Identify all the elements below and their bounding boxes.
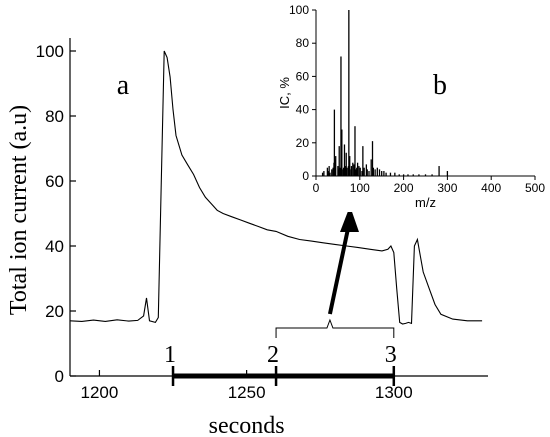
panel-label-a: a bbox=[117, 70, 130, 101]
inset-x-tick-label: 200 bbox=[394, 181, 414, 195]
inset-x-tick-label: 500 bbox=[525, 181, 545, 195]
inset-x-ticks: 0 100 200 300 400 500 bbox=[313, 176, 545, 195]
time-markers: 1 2 3 bbox=[164, 342, 397, 386]
inset-x-tick-label: 100 bbox=[350, 181, 370, 195]
arrow-to-spectrum bbox=[327, 206, 359, 315]
main-x-tick-label: 1200 bbox=[81, 383, 119, 402]
main-y-tick-label: 80 bbox=[45, 107, 64, 126]
main-y-tick-label: 20 bbox=[45, 302, 64, 321]
inset-y-tick-label: 100 bbox=[289, 3, 309, 17]
main-x-tick-label: 1250 bbox=[228, 383, 266, 402]
range-brace bbox=[275, 318, 395, 338]
inset-x-tick-label: 0 bbox=[313, 181, 320, 195]
time-marker-label: 3 bbox=[385, 342, 397, 368]
main-x-tick-label: 1300 bbox=[375, 383, 413, 402]
inset-y-ticks: 0 20 40 60 80 100 bbox=[289, 3, 316, 183]
range-brace-path bbox=[275, 318, 395, 338]
arrow-shaft bbox=[327, 223, 351, 315]
time-marker-label: 1 bbox=[164, 342, 176, 368]
inset-y-tick-label: 60 bbox=[296, 69, 310, 83]
main-y-tick-label: 40 bbox=[45, 237, 64, 256]
main-x-ticks: 1200 1250 1300 bbox=[81, 370, 413, 402]
panel-label-b: b bbox=[433, 70, 447, 101]
total-ion-current-line bbox=[69, 50, 483, 325]
main-y-tick-label: 60 bbox=[45, 172, 64, 191]
inset-y-tick-label: 40 bbox=[296, 103, 310, 117]
time-marker-label: 2 bbox=[267, 342, 279, 368]
inset-background bbox=[272, 0, 550, 212]
inset-y-tick-label: 80 bbox=[296, 36, 310, 50]
inset-x-tick-label: 400 bbox=[481, 181, 501, 195]
arrow-head bbox=[340, 206, 359, 232]
main-y-ticks: 0 20 40 60 80 100 bbox=[36, 42, 76, 386]
x-axis-label: seconds bbox=[209, 413, 285, 437]
main-y-tick-label: 100 bbox=[36, 42, 64, 61]
inset-y-tick-label: 0 bbox=[302, 169, 309, 183]
inset-y-tick-label: 20 bbox=[296, 136, 310, 150]
main-y-tick-label: 0 bbox=[55, 367, 64, 386]
inset-spectrum-bars bbox=[321, 10, 449, 176]
y-axis-label: Total ion current (a.u) bbox=[6, 105, 32, 315]
inset-x-axis-label: m/z bbox=[415, 195, 436, 210]
inset-x-tick-label: 300 bbox=[437, 181, 457, 195]
inset-y-axis-label: IC, % bbox=[277, 77, 292, 109]
